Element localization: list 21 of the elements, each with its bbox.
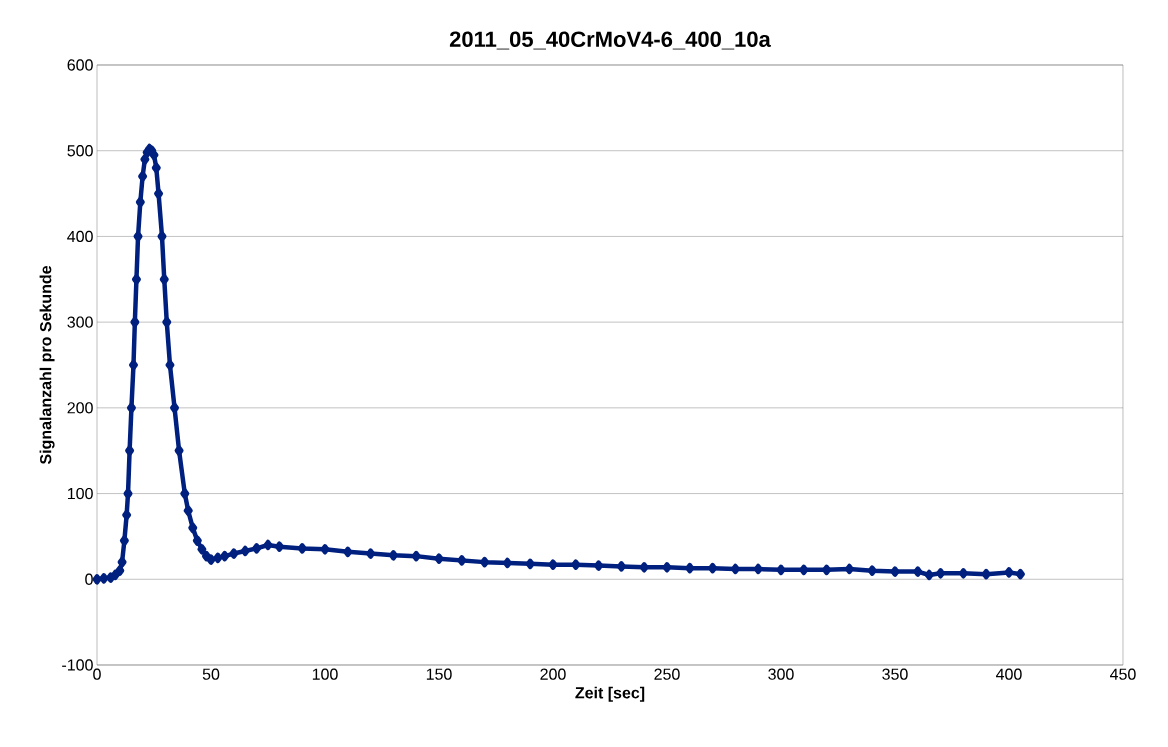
- x-tick-label: 300: [768, 668, 794, 680]
- x-tick-label: 250: [654, 668, 680, 680]
- x-tick-label: 50: [202, 668, 220, 680]
- x-tick-label: 350: [882, 668, 908, 680]
- chart-title: 2011_05_40CrMoV4-6_400_10a: [449, 31, 771, 50]
- x-tick-label: 100: [312, 668, 338, 680]
- x-tick-label: 450: [1110, 668, 1136, 680]
- x-tick-label: 200: [540, 668, 566, 680]
- y-tick-label: 500: [67, 145, 93, 157]
- x-axis-title: Zeit [sec]: [575, 686, 645, 702]
- y-tick-label: 200: [67, 402, 93, 414]
- y-tick-label: 600: [67, 59, 93, 71]
- x-tick-label: 150: [426, 668, 452, 680]
- y-axis-title: Signalanzahl pro Sekunde: [39, 265, 55, 465]
- y-tick-label: 400: [67, 230, 93, 243]
- x-tick-label: 400: [996, 668, 1022, 680]
- y-tick-label: -100: [62, 659, 93, 671]
- y-tick-label: 100: [68, 487, 93, 500]
- y-tick-label: 300: [67, 316, 93, 328]
- y-tick-label: 0: [85, 573, 93, 585]
- x-tick-label: 0: [93, 668, 101, 680]
